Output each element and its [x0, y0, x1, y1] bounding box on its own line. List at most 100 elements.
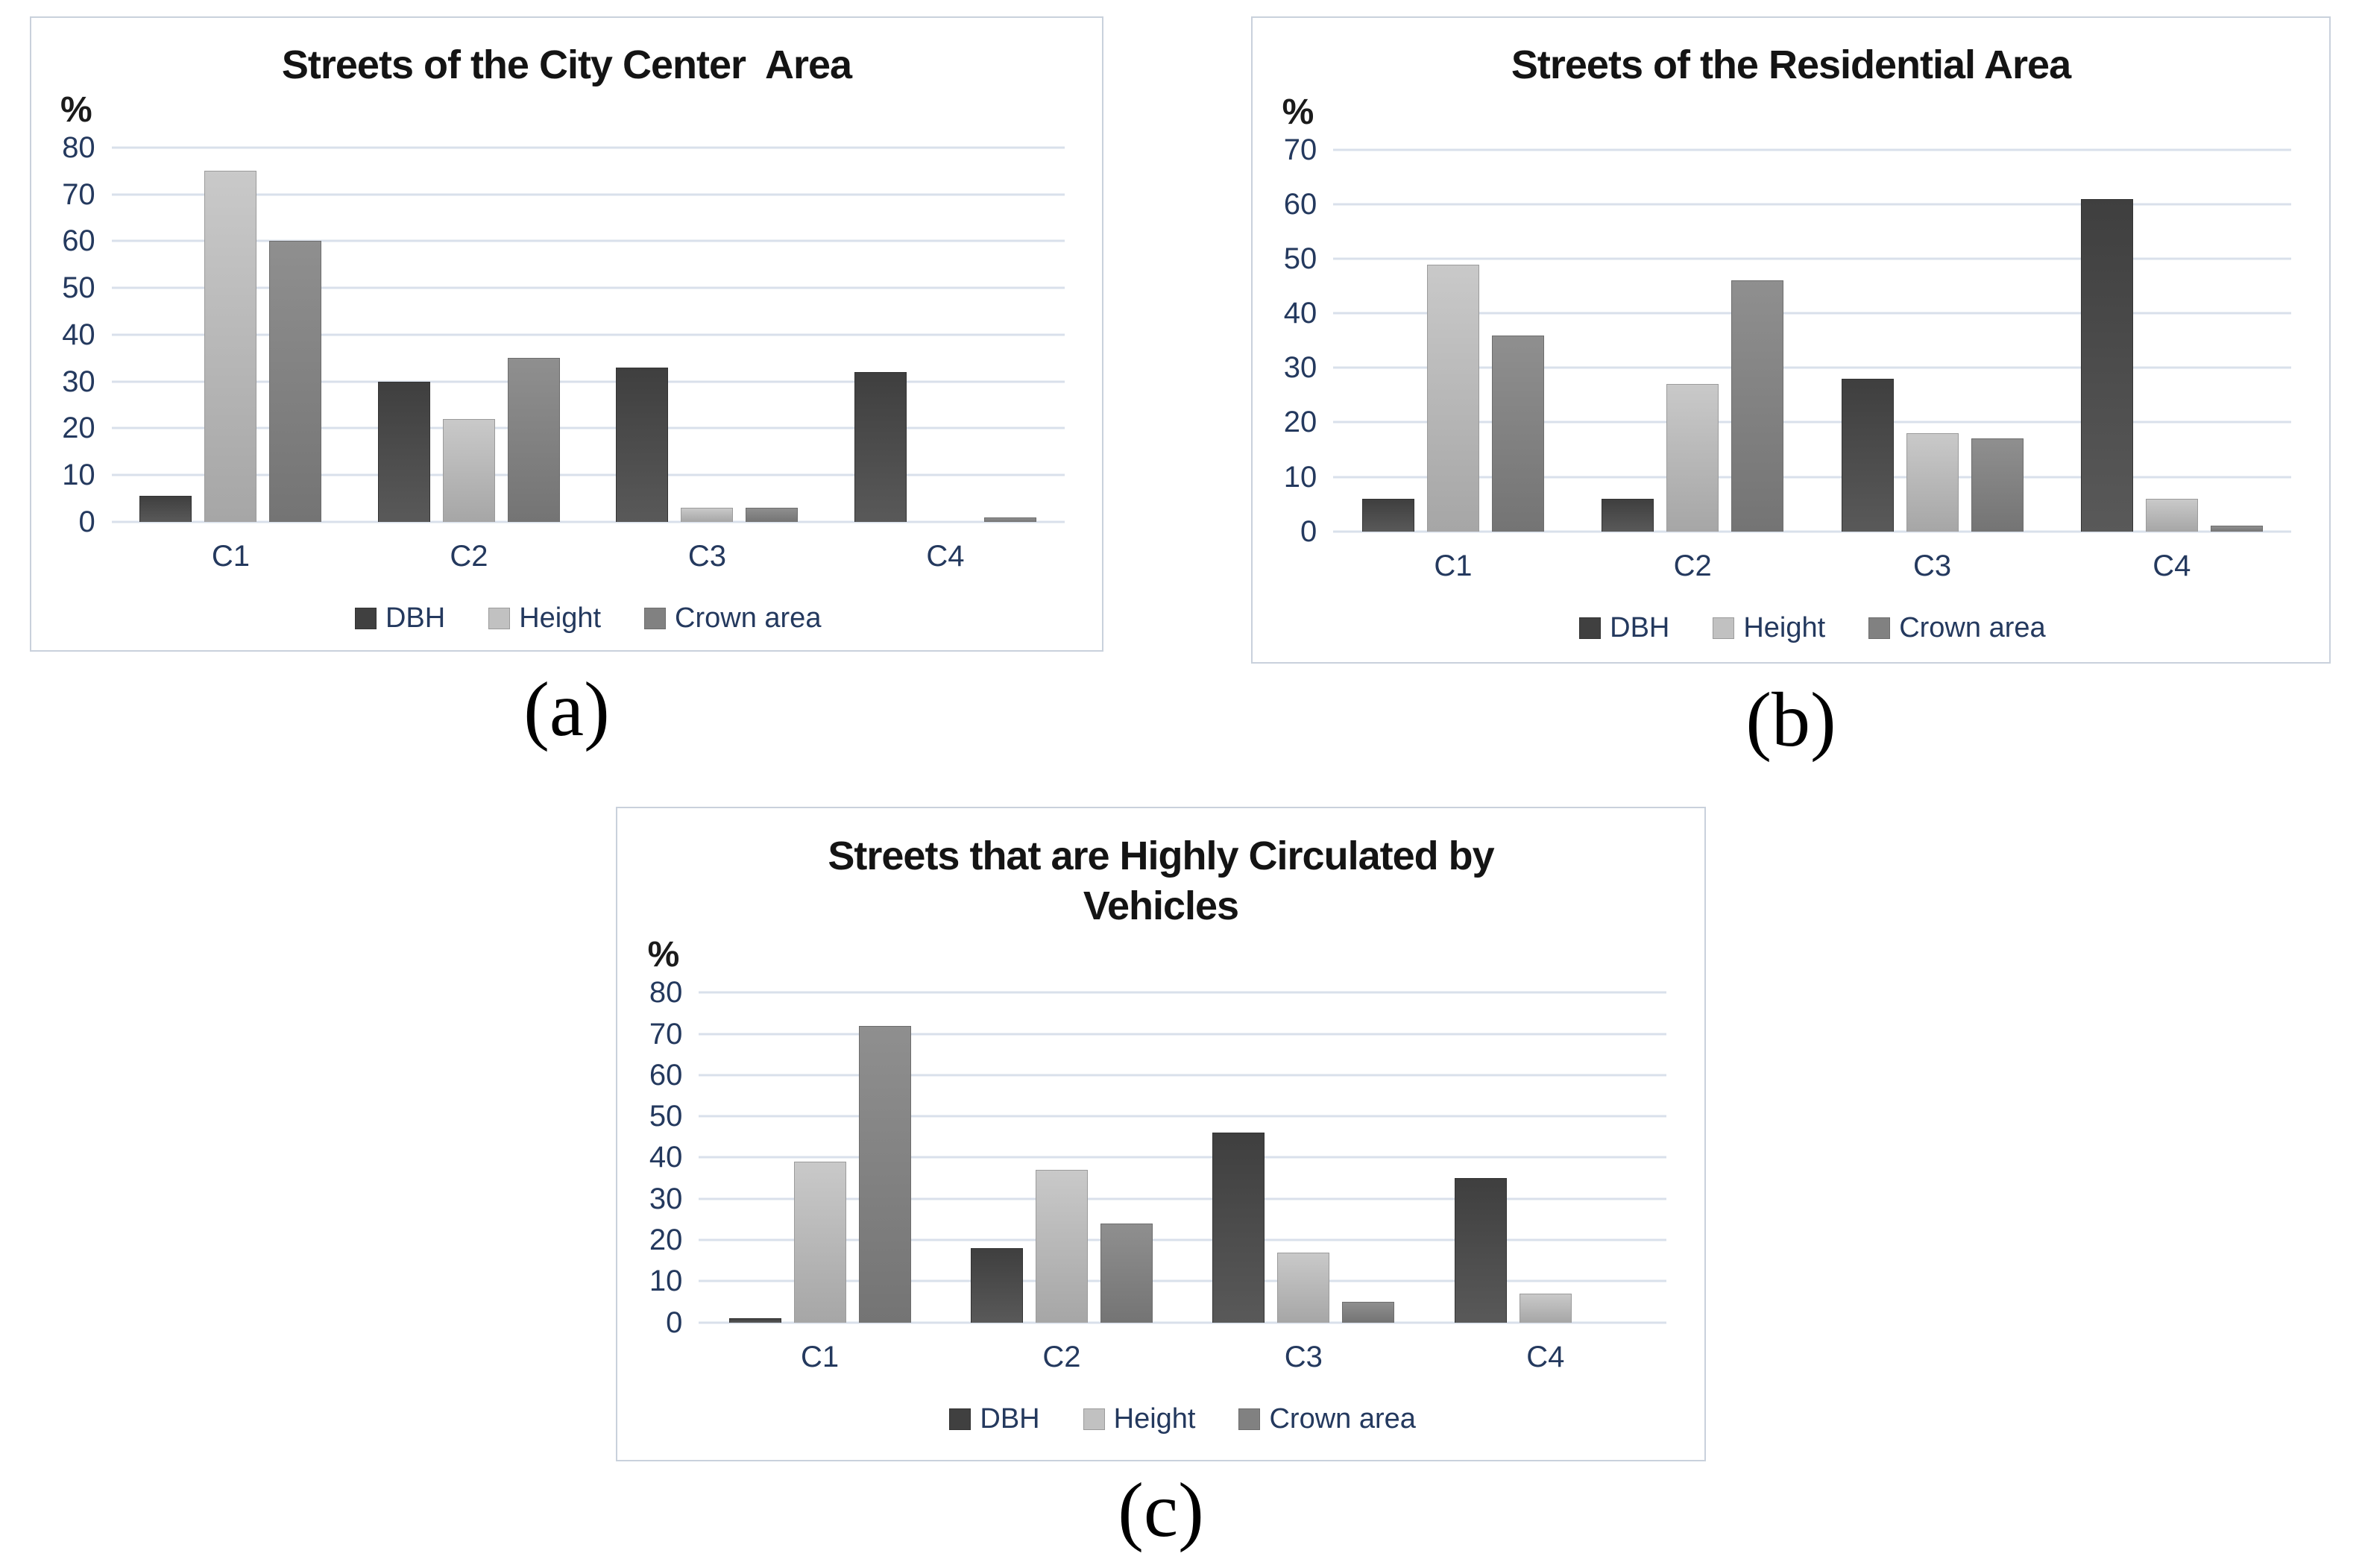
bar-group-C3: [588, 148, 827, 522]
gridline-50: [699, 1115, 1666, 1118]
bar-c-C1-crown-area: [858, 1025, 911, 1323]
legend-item-height: Height: [488, 602, 601, 635]
bar-b-C3-dbh: [1841, 379, 1894, 532]
x-category-label-C2: C2: [1042, 1340, 1081, 1373]
bar-c-C3-crown-area: [1342, 1301, 1395, 1323]
gridline-0: [699, 1321, 1666, 1324]
x-axis-labels: C1 C2 C3 C4: [112, 540, 1065, 573]
bar-a-C3-crown-area: [746, 508, 799, 522]
bar-group-C2: [1573, 150, 1813, 532]
gridline-40: [1333, 312, 2292, 315]
gridline-30: [699, 1197, 1666, 1200]
y-axis-unit-label: %: [647, 935, 680, 975]
bar-b-C4-dbh: [2080, 198, 2133, 532]
gridline-80: [699, 991, 1666, 994]
legend-swatch-icon: [1868, 617, 1891, 639]
gridline-80: [111, 146, 1065, 149]
x-category-label-C2: C2: [1673, 549, 1712, 582]
legend-label: Crown area: [675, 602, 822, 634]
bar-c-C4-dbh: [1454, 1178, 1507, 1323]
bar-c-C2-height: [1035, 1170, 1088, 1323]
plot-area-c: % 0 10 20 30 40 50 60 70 80 C1 C2 C3 C4 DBH Height Crow…: [648, 937, 1666, 1435]
chart-panel-a: Streets of the City Center Area % 0 10 20 3…: [30, 16, 1103, 652]
bar-group-C4: [1425, 992, 1666, 1323]
bar-group-C2: [941, 992, 1182, 1323]
gridline-40: [111, 333, 1065, 336]
gridline-50: [1333, 257, 2292, 260]
bar-group-C4: [2052, 150, 2291, 532]
bar-b-C3-height: [1906, 433, 1959, 532]
legend-item-dbh: DBH: [354, 602, 446, 635]
bar-a-C2-height: [442, 418, 495, 522]
x-category-label-C4: C4: [926, 539, 965, 573]
legend-label: DBH: [980, 1402, 1040, 1435]
bar-group-C4: [826, 148, 1065, 522]
bar-c-C2-crown-area: [1100, 1223, 1153, 1323]
x-category-label-C4: C4: [1526, 1340, 1565, 1373]
bar-group-C2: [350, 148, 588, 522]
legend-label: Height: [519, 602, 602, 634]
gridline-60: [111, 239, 1065, 242]
gridline-70: [1333, 148, 2292, 151]
bar-group-C3: [1182, 992, 1424, 1323]
x-category-label-C3: C3: [1912, 549, 1952, 582]
x-category-label-C1: C1: [211, 539, 251, 573]
subfigure-label-a: (a): [523, 667, 610, 752]
bar-b-C3-crown-area: [1971, 438, 2024, 532]
bar-a-C1-crown-area: [269, 241, 322, 522]
x-axis-labels: C1 C2 C3 C4: [699, 1341, 1666, 1374]
chart-title-b: Streets of the Residential Area: [1511, 42, 2071, 88]
plot-area-a: % 0 10 20 30 40 50 60 70 80 C1 C2 C3 C4 DBH Height Crow…: [60, 92, 1065, 634]
gridline-10: [111, 473, 1065, 476]
gridline-0: [111, 520, 1065, 523]
bar-b-C4-crown-area: [2210, 526, 2263, 532]
bar-b-C1-crown-area: [1491, 335, 1544, 532]
subfigure-label-c: (c): [1118, 1467, 1204, 1553]
legend-swatch-icon: [354, 607, 377, 629]
legend: DBH Height Crown area: [699, 1403, 1666, 1435]
gridline-50: [111, 286, 1065, 289]
chart-panel-b: Streets of the Residential Area % 0 10 20 3…: [1251, 16, 2331, 664]
gridline-30: [1333, 366, 2292, 369]
gridline-10: [1333, 476, 2292, 479]
legend-label: Height: [1113, 1402, 1196, 1435]
gridline-20: [699, 1238, 1666, 1241]
legend-label: DBH: [1610, 611, 1670, 643]
bars-layer: [112, 148, 1065, 522]
legend-label: Height: [1743, 611, 1826, 643]
bar-b-C2-dbh: [1602, 498, 1654, 532]
legend-label: DBH: [385, 602, 446, 634]
legend-item-dbh: DBH: [949, 1402, 1040, 1435]
legend-swatch-icon: [1579, 617, 1602, 639]
bar-c-C1-dbh: [728, 1318, 781, 1323]
bar-group-C3: [1813, 150, 2052, 532]
bar-group-C1: [699, 992, 940, 1323]
legend-swatch-icon: [1238, 1408, 1261, 1430]
legend-swatch-icon: [1713, 617, 1735, 639]
gridline-20: [1333, 421, 2292, 424]
bar-b-C2-height: [1666, 384, 1719, 532]
bar-group-C1: [112, 148, 350, 522]
gridline-70: [111, 193, 1065, 196]
gridline-60: [1333, 203, 2292, 206]
legend-label: Crown area: [1269, 1402, 1416, 1435]
legend-item-dbh: DBH: [1579, 612, 1669, 644]
y-axis-unit-label: %: [60, 89, 92, 130]
x-category-label-C1: C1: [800, 1340, 840, 1373]
bar-a-C3-height: [681, 508, 734, 522]
legend: DBH Height Crown area: [1333, 612, 2291, 644]
plot-area-b: % 0 10 20 30 40 50 60 70 C1 C2 C3 C4 DBH Height Crown …: [1282, 95, 2292, 643]
legend-item-height: Height: [1083, 1402, 1196, 1435]
x-category-label-C3: C3: [1284, 1340, 1323, 1373]
chart-panel-c: Streets that are Highly Circulated by Ve…: [616, 807, 1706, 1461]
gridline-70: [699, 1033, 1666, 1036]
legend-item-height: Height: [1713, 612, 1825, 644]
legend-item-crown-area: Crown area: [1238, 1402, 1416, 1435]
bar-c-C1-height: [793, 1161, 846, 1323]
legend: DBH Height Crown area: [112, 602, 1065, 635]
x-category-label-C2: C2: [450, 539, 488, 573]
bar-c-C3-height: [1277, 1252, 1330, 1323]
legend-label: Crown area: [1899, 611, 2046, 643]
chart-title-c: Streets that are Highly Circulated by Ve…: [828, 833, 1505, 929]
